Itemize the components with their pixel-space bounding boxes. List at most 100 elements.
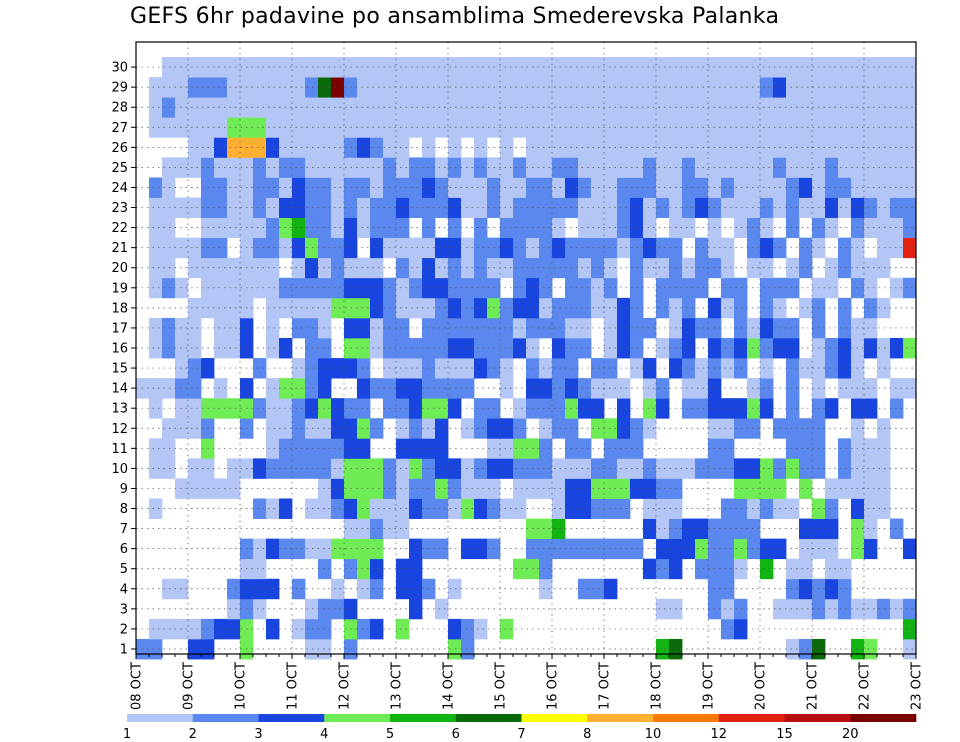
heat-cell <box>266 57 280 78</box>
heat-cell <box>227 337 241 359</box>
heat-cell <box>838 237 852 259</box>
heat-cell <box>396 157 410 178</box>
heat-cell <box>162 317 176 339</box>
heat-cell <box>786 378 800 399</box>
heat-cell <box>461 157 475 178</box>
heat-cell <box>370 498 384 519</box>
heat-cell <box>305 217 319 239</box>
legend-swatch <box>390 714 457 722</box>
heat-cell <box>292 578 306 600</box>
heat-cell <box>396 558 410 580</box>
heat-cell <box>682 177 696 198</box>
heat-cell <box>214 137 228 158</box>
heat-cell <box>760 97 774 118</box>
heat-cell <box>175 277 189 299</box>
heat-cell <box>656 378 670 399</box>
heat-cell <box>578 498 592 519</box>
heat-cell <box>370 418 384 439</box>
heat-cell <box>175 398 189 419</box>
heat-cell <box>799 197 813 218</box>
heat-cell <box>721 157 735 178</box>
y-tick-label: 19 <box>111 281 128 296</box>
heat-cell <box>643 317 657 339</box>
heat-cell <box>448 177 462 198</box>
heat-cell <box>162 438 176 459</box>
heat-cell <box>903 217 917 239</box>
heat-cell <box>838 458 852 479</box>
heat-cell <box>500 177 514 198</box>
heat-cell <box>409 578 423 600</box>
heat-cell <box>513 197 527 218</box>
heat-cell <box>448 498 462 519</box>
heat-cell <box>890 137 904 158</box>
heat-cell <box>162 277 176 299</box>
heat-cell <box>500 137 514 158</box>
heat-cell <box>734 217 748 239</box>
heat-cell <box>552 337 566 359</box>
heat-cell <box>253 97 267 118</box>
heat-cell <box>552 398 566 419</box>
heat-cell <box>721 438 735 459</box>
heat-cell <box>292 57 306 78</box>
heat-cell <box>435 237 449 259</box>
heat-cell <box>331 117 345 138</box>
heat-cell <box>786 317 800 339</box>
heat-cell <box>591 458 605 479</box>
heat-cell <box>877 217 891 239</box>
heat-cell <box>617 458 631 479</box>
heat-cell <box>643 478 657 499</box>
heat-cell <box>604 157 618 178</box>
heat-cell <box>292 237 306 259</box>
heat-cell <box>331 277 345 299</box>
heat-cell <box>227 297 241 319</box>
heat-cell <box>734 618 748 640</box>
heat-cell <box>695 257 709 279</box>
heat-cell <box>357 578 371 600</box>
heat-cell <box>357 498 371 519</box>
heat-cell <box>877 358 891 379</box>
heat-cell <box>786 498 800 519</box>
heat-cell <box>721 237 735 259</box>
heat-cell <box>786 277 800 299</box>
heat-cell <box>305 378 319 399</box>
heat-cell <box>721 297 735 319</box>
heat-cell <box>396 317 410 339</box>
heat-cell <box>331 458 345 479</box>
heat-cell <box>747 418 761 439</box>
heat-cell <box>357 558 371 580</box>
heat-cell <box>435 438 449 459</box>
heat-cell <box>747 518 761 540</box>
heat-cell <box>162 117 176 138</box>
heat-cell <box>617 197 631 218</box>
heat-cell <box>435 117 449 138</box>
heat-cell <box>877 77 891 98</box>
heat-cell <box>552 197 566 218</box>
y-tick-label: 20 <box>111 261 128 276</box>
heat-cell <box>838 438 852 459</box>
heat-cell <box>578 57 592 78</box>
y-tick-label: 4 <box>120 582 128 597</box>
heat-cell <box>825 277 839 299</box>
y-tick-label: 3 <box>120 602 128 617</box>
heat-cell <box>604 117 618 138</box>
heat-cell <box>877 478 891 499</box>
heat-cell <box>721 117 735 138</box>
heat-cell <box>734 97 748 118</box>
heat-cell <box>539 97 553 118</box>
heat-cell <box>461 177 475 198</box>
heat-cell <box>305 97 319 118</box>
heat-cell <box>786 358 800 379</box>
heat-cell <box>448 237 462 259</box>
heat-cell <box>318 237 332 259</box>
heat-cell <box>305 77 319 98</box>
heat-cell <box>253 578 267 600</box>
heat-cell <box>396 77 410 98</box>
heat-cell <box>552 378 566 399</box>
heat-cell <box>474 478 488 499</box>
heat-cell <box>578 237 592 259</box>
heat-cell <box>695 518 709 540</box>
heat-cell <box>175 57 189 78</box>
heat-cell <box>734 458 748 479</box>
heat-cell <box>604 578 618 600</box>
heat-cell <box>253 157 267 178</box>
